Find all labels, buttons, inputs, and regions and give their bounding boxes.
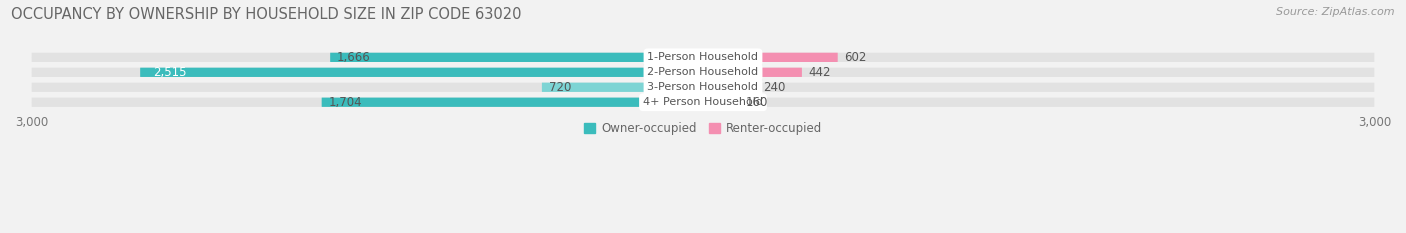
FancyBboxPatch shape — [31, 98, 1375, 107]
Text: OCCUPANCY BY OWNERSHIP BY HOUSEHOLD SIZE IN ZIP CODE 63020: OCCUPANCY BY OWNERSHIP BY HOUSEHOLD SIZE… — [11, 7, 522, 22]
Text: 442: 442 — [808, 66, 831, 79]
Text: 4+ Person Household: 4+ Person Household — [643, 97, 763, 107]
Text: 160: 160 — [745, 96, 768, 109]
FancyBboxPatch shape — [703, 68, 801, 77]
Text: 1-Person Household: 1-Person Household — [648, 52, 758, 62]
FancyBboxPatch shape — [31, 83, 1375, 92]
FancyBboxPatch shape — [703, 53, 838, 62]
FancyBboxPatch shape — [703, 83, 756, 92]
FancyBboxPatch shape — [703, 98, 738, 107]
FancyBboxPatch shape — [541, 83, 703, 92]
Legend: Owner-occupied, Renter-occupied: Owner-occupied, Renter-occupied — [579, 117, 827, 140]
FancyBboxPatch shape — [330, 53, 703, 62]
FancyBboxPatch shape — [141, 68, 703, 77]
Text: 240: 240 — [763, 81, 786, 94]
Text: Source: ZipAtlas.com: Source: ZipAtlas.com — [1277, 7, 1395, 17]
Text: 602: 602 — [845, 51, 868, 64]
Text: 2-Person Household: 2-Person Household — [647, 67, 759, 77]
Text: 3-Person Household: 3-Person Household — [648, 82, 758, 92]
Text: 1,666: 1,666 — [337, 51, 371, 64]
FancyBboxPatch shape — [31, 68, 1375, 77]
Text: 2,515: 2,515 — [153, 66, 187, 79]
FancyBboxPatch shape — [31, 53, 1375, 62]
FancyBboxPatch shape — [322, 98, 703, 107]
Text: 1,704: 1,704 — [329, 96, 361, 109]
Text: 720: 720 — [548, 81, 571, 94]
